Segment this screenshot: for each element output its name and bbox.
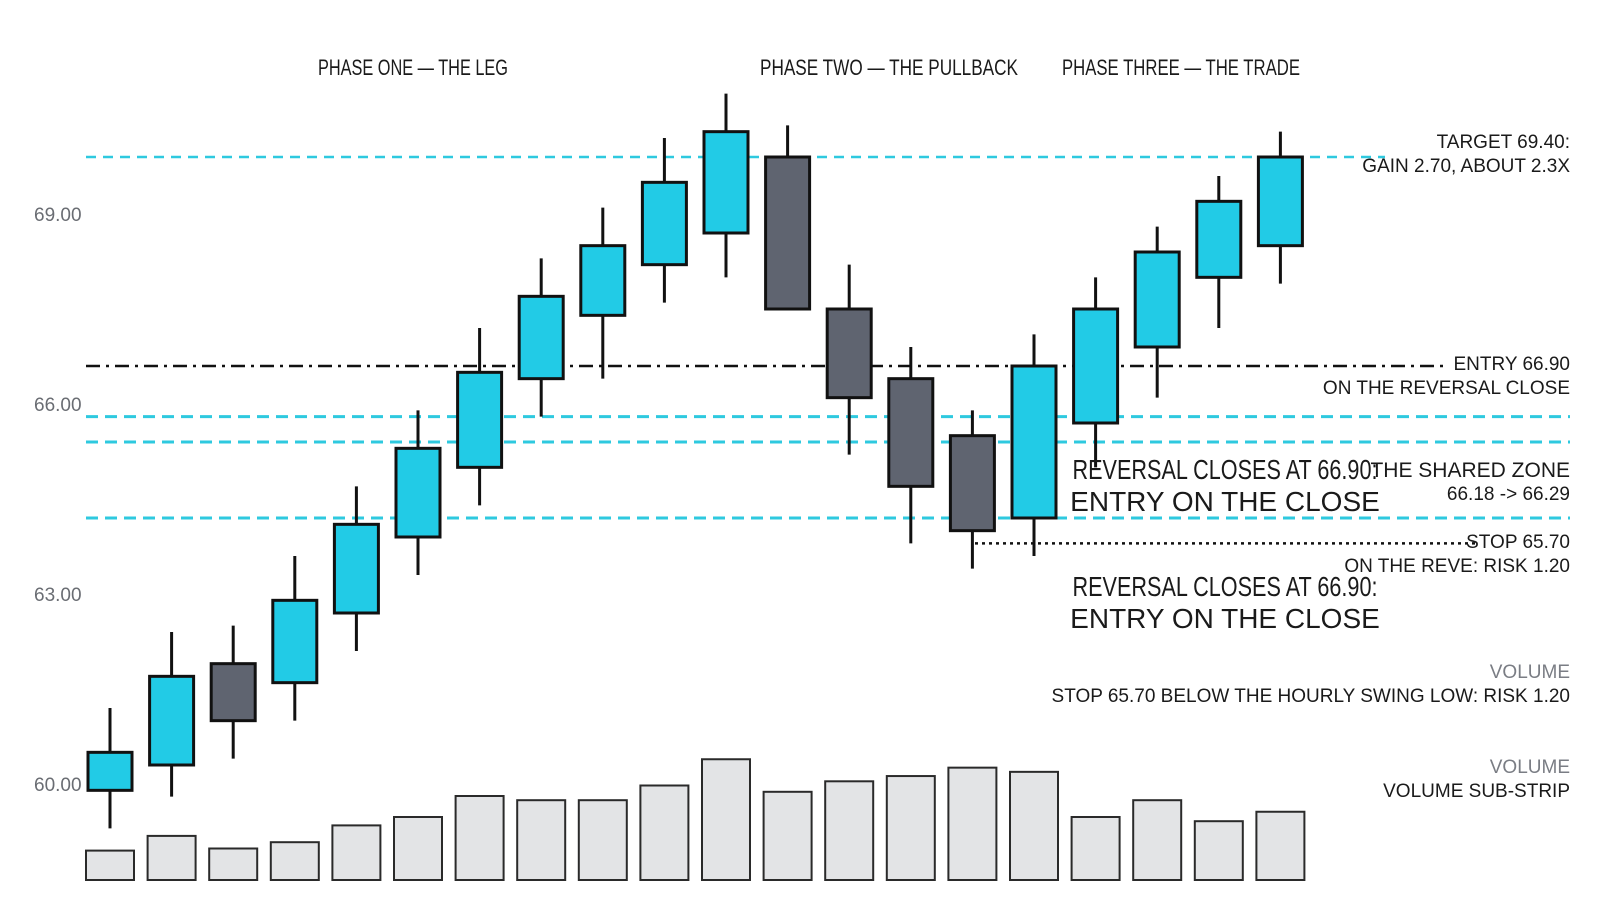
candle	[271, 556, 319, 721]
y-axis: 69.00 66.00 63.00 60.00	[34, 205, 82, 796]
reversal-callout-2-line2: ENTRY ON THE CLOSE	[1070, 603, 1380, 634]
volume-bar	[1009, 770, 1059, 881]
y-tick-label: 63.00	[34, 585, 82, 606]
candle	[702, 93, 750, 278]
phase-one-title: PHASE ONE — THE LEG	[318, 55, 508, 80]
candle	[1010, 334, 1058, 556]
candle-body-down	[764, 155, 812, 311]
volume-bar	[393, 816, 443, 881]
volume-strip-title: VOLUME	[1490, 757, 1570, 778]
candle	[1072, 277, 1120, 468]
candle-body-up	[1010, 364, 1058, 520]
candle-body-down	[887, 377, 935, 488]
volume-bar	[1132, 799, 1183, 882]
candle-body-down	[948, 434, 996, 533]
candle	[86, 708, 134, 829]
volume-bar	[701, 758, 751, 881]
zone-label: THE SHARED ZONE	[1370, 459, 1570, 482]
candle-body-up	[640, 180, 688, 267]
candle-body-down	[209, 662, 257, 723]
candle-body-up	[1195, 199, 1243, 279]
volume-strip-label: VOLUME SUB-STRIP	[1383, 781, 1570, 802]
stop-note: ON THE REVE: RISK 1.20	[1344, 556, 1570, 577]
volume-bar	[1255, 810, 1306, 881]
volume-note-text: STOP 65.70 BELOW THE HOURLY SWING LOW: R…	[1052, 686, 1570, 707]
volume-bar	[762, 790, 813, 881]
volume-bar	[1070, 816, 1121, 881]
candle-body-up	[1072, 307, 1120, 425]
phase-headers: PHASE ONE — THE LEG PHASE TWO — THE PULL…	[318, 55, 1300, 80]
candle	[332, 486, 380, 651]
entry-label: ENTRY 66.90	[1453, 354, 1570, 375]
y-tick-label: 66.00	[34, 395, 82, 416]
volume-bar	[577, 799, 628, 882]
candle	[1133, 226, 1181, 398]
volume-bar	[454, 795, 505, 881]
candle-body-up	[1256, 155, 1304, 248]
volume-bar	[146, 834, 197, 882]
candles	[86, 93, 1304, 829]
volume-bar	[947, 766, 998, 882]
candle-body-up	[517, 294, 565, 381]
phase-three-title: PHASE THREE — THE TRADE	[1062, 55, 1300, 80]
volume-bar	[85, 849, 135, 881]
candle-body-down	[825, 307, 873, 400]
candle-body-up	[271, 598, 319, 685]
candle-body-up	[1133, 250, 1181, 349]
candle-body-up	[456, 370, 504, 469]
candle-body-up	[394, 446, 442, 539]
reversal-callout-1-line2: ENTRY ON THE CLOSE	[1070, 486, 1380, 517]
candle	[517, 258, 565, 417]
entry-note: ON THE REVERSAL CLOSE	[1323, 378, 1570, 399]
volume-bar	[1193, 820, 1244, 882]
volume-bars	[85, 758, 1306, 882]
target-label: TARGET 69.40:	[1437, 132, 1570, 153]
volume-bar	[885, 775, 936, 881]
candle	[948, 410, 996, 569]
candle	[825, 264, 873, 455]
candle-body-up	[148, 674, 196, 767]
candle	[148, 632, 196, 797]
volume-bar	[208, 847, 259, 881]
candle-body-up	[86, 750, 134, 792]
zone-range: 66.18 -> 66.29	[1447, 484, 1570, 505]
reversal-callout-2-line1: REVERSAL CLOSES AT 66.90:	[1073, 571, 1378, 602]
candle	[394, 410, 442, 575]
candle-body-up	[579, 244, 627, 317]
candle	[887, 347, 935, 544]
stop-label: STOP 65.70	[1466, 532, 1570, 553]
phase-two-title: PHASE TWO — THE PULLBACK	[760, 55, 1018, 80]
candle	[456, 328, 504, 506]
candle	[209, 625, 257, 759]
candle	[764, 125, 812, 311]
volume-bar	[331, 824, 382, 882]
reversal-callout-1-line1: REVERSAL CLOSES AT 66.90:	[1073, 454, 1378, 485]
right-annotations: TARGET 69.40: GAIN 2.70, ABOUT 2.3X ENTR…	[1052, 132, 1571, 802]
volume-bar	[639, 784, 690, 881]
candle	[579, 207, 627, 379]
candle	[1256, 131, 1304, 284]
candle	[640, 138, 688, 303]
volume-bar	[824, 780, 875, 881]
target-gain-label: GAIN 2.70, ABOUT 2.3X	[1362, 156, 1570, 177]
candle-body-up	[332, 522, 380, 615]
candle-body-up	[702, 130, 750, 235]
reversal-callouts: REVERSAL CLOSES AT 66.90: ENTRY ON THE C…	[1070, 454, 1380, 634]
y-tick-label: 60.00	[34, 775, 82, 796]
volume-bar	[269, 841, 320, 882]
y-tick-label: 69.00	[34, 205, 82, 226]
volume-note-title: VOLUME	[1490, 662, 1570, 683]
volume-bar	[516, 799, 567, 882]
candle	[1195, 176, 1243, 328]
